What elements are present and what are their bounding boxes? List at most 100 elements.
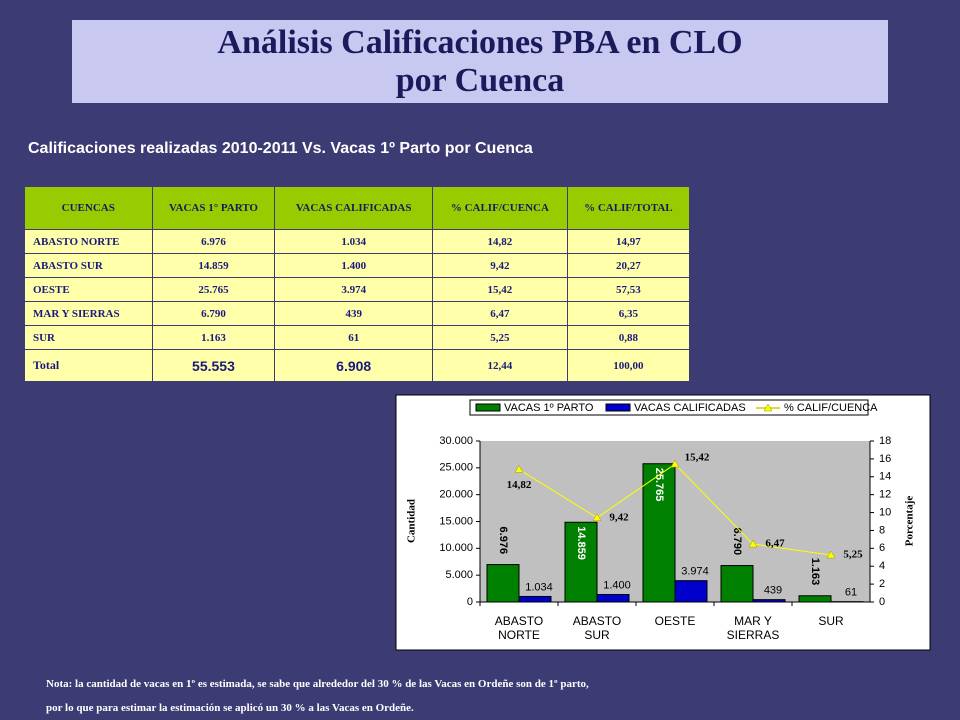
cell: 6.976 bbox=[151, 229, 276, 254]
note: por lo que para estimar la estimación se… bbox=[46, 702, 414, 714]
y-axis-title: Cantidad bbox=[406, 499, 418, 543]
title-line: por Cuenca bbox=[395, 62, 565, 99]
x-tick-label: ABASTO NORTE bbox=[494, 614, 544, 642]
y2-tick-label: 2 bbox=[879, 578, 885, 590]
cell: Total bbox=[24, 349, 153, 382]
data-label: 1.400 bbox=[603, 579, 631, 591]
data-label: 15,42 bbox=[685, 452, 710, 464]
bar bbox=[798, 595, 832, 603]
cell: 6,47 bbox=[432, 301, 568, 326]
y-tick-label: 25.000 bbox=[439, 462, 473, 474]
bar bbox=[674, 580, 708, 603]
title-box: Análisis Calificaciones PBA en CLO por C… bbox=[72, 20, 888, 103]
bar bbox=[752, 599, 786, 603]
x-tick-label: OESTE bbox=[654, 614, 696, 628]
cell: ABASTO NORTE bbox=[24, 229, 153, 254]
cell: 0,88 bbox=[566, 325, 691, 350]
marker bbox=[514, 464, 524, 473]
header-cell: % CALIF/CUENCA bbox=[432, 186, 568, 230]
y-tick-label: 20.000 bbox=[439, 489, 473, 501]
y2-axis-title: Porcentaje bbox=[904, 496, 916, 547]
y2-tick-label: 10 bbox=[879, 506, 891, 518]
data-label: 439 bbox=[764, 585, 782, 597]
data-label: 3.974 bbox=[681, 566, 709, 578]
data-label: 5,25 bbox=[843, 549, 863, 561]
legend-label: VACAS CALIFICADAS bbox=[634, 402, 746, 414]
y2-tick-label: 14 bbox=[879, 471, 891, 483]
cell: 20,27 bbox=[566, 253, 691, 278]
cell: 3.974 bbox=[274, 277, 434, 302]
bar bbox=[642, 463, 676, 603]
y2-tick-label: 18 bbox=[879, 435, 891, 447]
subtitle: Calificaciones realizadas 2010-2011 Vs. … bbox=[28, 140, 533, 157]
x-tick-label: MAR Y SIERRAS bbox=[726, 614, 780, 642]
x-tick-label: ABASTO SUR bbox=[572, 614, 622, 642]
legend-swatch bbox=[475, 403, 501, 412]
cell: 6.790 bbox=[151, 301, 276, 326]
cell: 6,35 bbox=[566, 301, 691, 326]
row: SUR 1.163 61 5,25 0,88 bbox=[24, 325, 691, 350]
cell: 61 bbox=[274, 325, 434, 350]
header-row: CUENCAS VACAS 1° PARTO VACAS CALIFICADAS% … bbox=[24, 186, 691, 230]
legend-label: % CALIF/CUENCA bbox=[784, 402, 878, 414]
cell: 1.163 bbox=[151, 325, 276, 350]
row: MAR Y SIERRAS 6.790 439 6,47 6,35 bbox=[24, 301, 691, 326]
data-label: 6.790 bbox=[731, 528, 743, 556]
data-label: 61 bbox=[845, 587, 857, 599]
header-cell: VACAS CALIFICADAS bbox=[274, 186, 434, 230]
marker bbox=[670, 459, 680, 468]
data-label: 1.163 bbox=[809, 558, 821, 586]
bar bbox=[518, 595, 552, 603]
y-tick-label: 5.000 bbox=[445, 569, 473, 581]
cell: 14,82 bbox=[432, 229, 568, 254]
row: OESTE 25.765 3.974 15,42 57,53 bbox=[24, 277, 691, 302]
header-cell: VACAS 1° PARTO bbox=[151, 186, 276, 230]
y-tick-label: 30.000 bbox=[439, 435, 473, 447]
cell: 1.034 bbox=[274, 229, 434, 254]
marker bbox=[826, 550, 836, 559]
cell: 100,00 bbox=[566, 349, 691, 382]
bar bbox=[486, 564, 520, 603]
cell: 15,42 bbox=[432, 277, 568, 302]
cell: SUR bbox=[24, 325, 153, 350]
y-tick-label: 15.000 bbox=[439, 515, 473, 527]
cell: MAR Y SIERRAS bbox=[24, 301, 153, 326]
cell: 5,25 bbox=[432, 325, 568, 350]
y-tick-label: 0 bbox=[467, 596, 473, 608]
cell: 439 bbox=[274, 301, 434, 326]
bar bbox=[596, 593, 630, 603]
cell: 6.908 bbox=[274, 349, 434, 382]
y2-tick-label: 0 bbox=[879, 596, 885, 608]
row: ABASTO NORTE 6.976 1.034 14,82 14,97 bbox=[24, 229, 691, 254]
cell: 55.553 bbox=[151, 349, 276, 382]
y2-tick-label: 6 bbox=[879, 542, 885, 554]
note: Nota: la cantidad de vacas en 1º es esti… bbox=[46, 678, 589, 690]
marker bbox=[592, 513, 602, 521]
x-tick-label: SUR bbox=[818, 614, 844, 628]
row: Total 55.553 6.908 12,44 100,00 bbox=[24, 349, 691, 382]
y-tick-label: 10.000 bbox=[439, 542, 473, 554]
bar bbox=[720, 565, 754, 603]
legend-swatch bbox=[605, 403, 631, 412]
data-label: 9,42 bbox=[609, 511, 629, 523]
row: ABASTO SUR 14.859 1.400 9,42 20,27 bbox=[24, 253, 691, 278]
bar bbox=[564, 521, 598, 603]
data-label: 6.976 bbox=[497, 527, 509, 555]
legend-label: VACAS 1º PARTO bbox=[504, 402, 594, 414]
title-line: Análisis Calificaciones PBA en CLO bbox=[217, 24, 743, 61]
header-cell: CUENCAS bbox=[24, 186, 153, 230]
y2-tick-label: 4 bbox=[879, 560, 885, 572]
cell: OESTE bbox=[24, 277, 153, 302]
data-label: 6,47 bbox=[765, 538, 785, 550]
cell: 12,44 bbox=[432, 349, 568, 382]
legend-marker bbox=[763, 403, 773, 412]
data-label: 14,82 bbox=[507, 479, 532, 491]
data-label: 1.034 bbox=[525, 581, 553, 593]
y2-tick-label: 12 bbox=[879, 489, 891, 501]
data-label: 14.859 bbox=[575, 526, 587, 560]
cell: 14,97 bbox=[566, 229, 691, 254]
y2-tick-label: 16 bbox=[879, 453, 891, 465]
marker bbox=[748, 539, 758, 548]
